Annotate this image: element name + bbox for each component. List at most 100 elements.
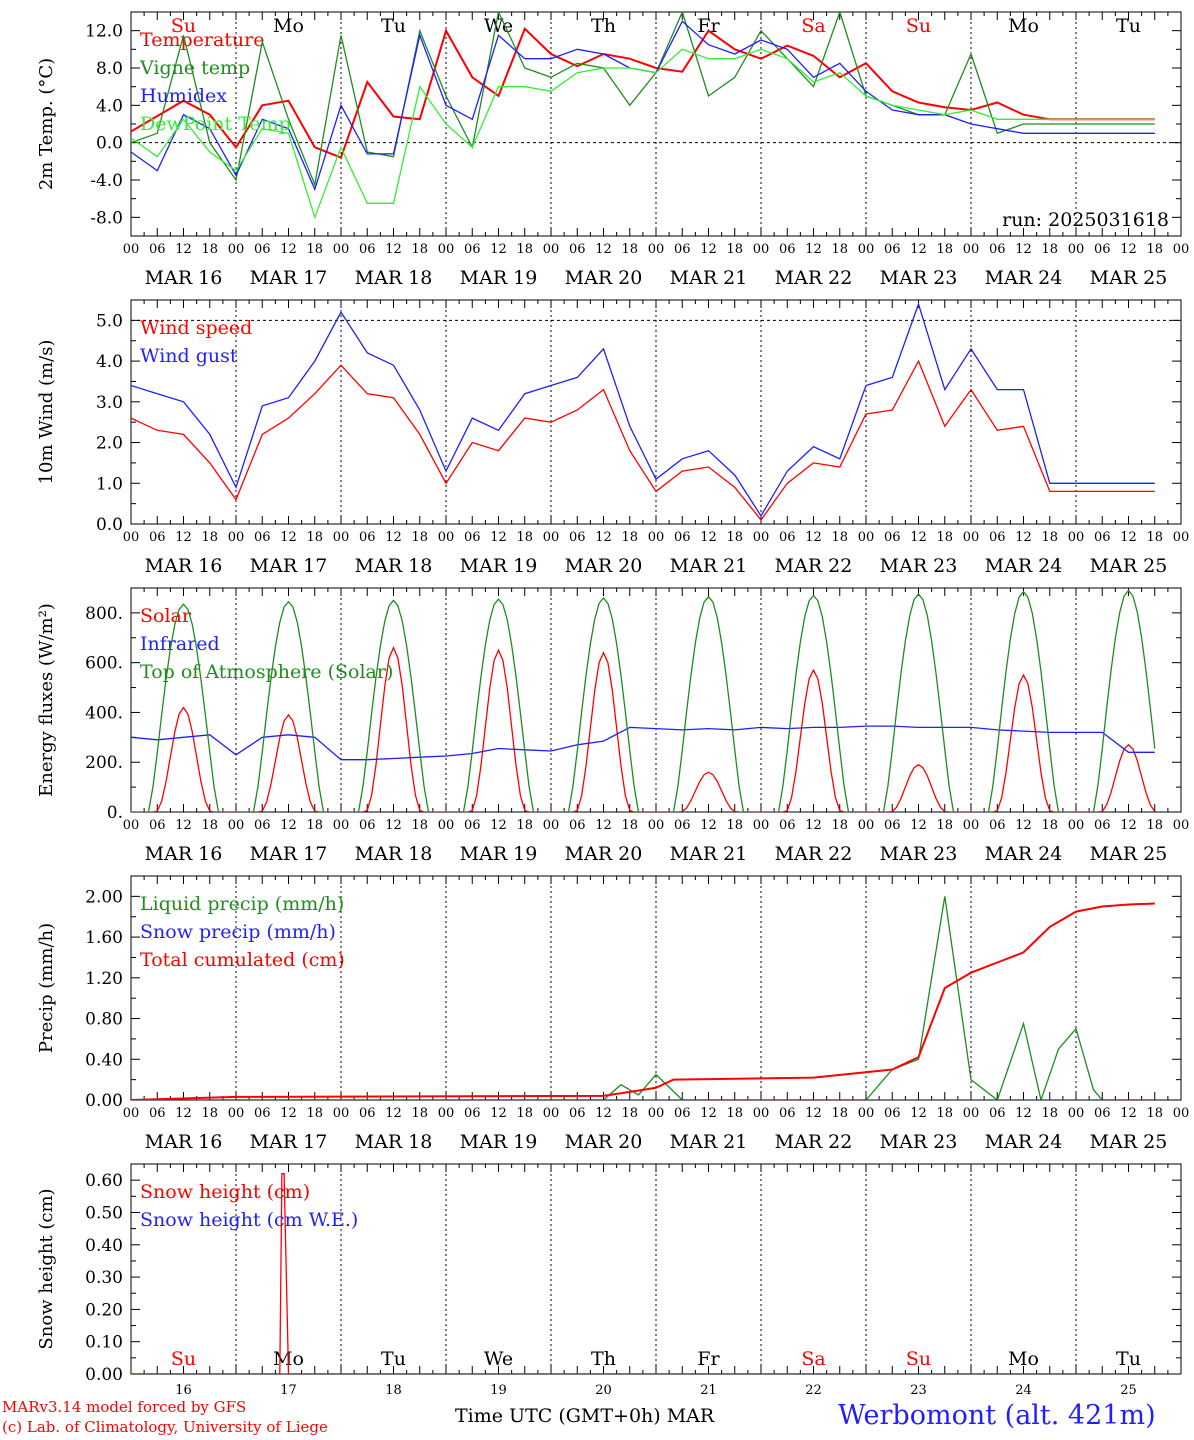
- hour-label: 18: [621, 1106, 638, 1121]
- y-tick-label: 0.0: [96, 515, 123, 535]
- hour-label: 12: [1015, 1106, 1032, 1121]
- day-name-label: Tu: [1116, 15, 1141, 37]
- y-tick-label: 200.: [85, 753, 123, 773]
- model-credit: MARv3.14 model forced by GFS: [2, 1398, 247, 1416]
- hour-label: 00: [1173, 530, 1190, 545]
- series-line-2: [131, 302, 1155, 518]
- legend-entry: Solar: [140, 605, 192, 627]
- hour-label: 06: [569, 530, 586, 545]
- hour-label: 12: [1015, 818, 1032, 833]
- date-label: MAR 19: [460, 267, 538, 289]
- date-label: MAR 17: [250, 843, 328, 865]
- hour-label: 12: [175, 242, 192, 257]
- date-label: MAR 19: [460, 555, 538, 577]
- y-tick-label: 2.0: [96, 434, 123, 454]
- hour-label: 12: [700, 530, 717, 545]
- series-line-3: [131, 902, 1155, 1100]
- legend-entry: Liquid precip (mm/h): [140, 893, 344, 915]
- lab-credit: (c) Lab. of Climatology, University of L…: [2, 1418, 328, 1436]
- hour-label: 18: [306, 242, 323, 257]
- y-tick-label: 4.0: [96, 96, 123, 116]
- day-name-label: Su: [171, 1348, 196, 1370]
- date-label: MAR 24: [985, 267, 1063, 289]
- hour-label: 18: [411, 818, 428, 833]
- hour-label: 18: [831, 818, 848, 833]
- hour-label: 12: [595, 818, 612, 833]
- hour-label: 12: [490, 818, 507, 833]
- hour-label: 06: [464, 242, 481, 257]
- day-name-label: Tu: [381, 1348, 406, 1370]
- hour-label: 18: [201, 818, 218, 833]
- hour-label: 06: [254, 1106, 271, 1121]
- hour-label: 12: [910, 818, 927, 833]
- hour-label: 18: [726, 1106, 743, 1121]
- day-name-label: Su: [906, 15, 931, 37]
- hour-label: 06: [884, 530, 901, 545]
- hour-label: 06: [1094, 1106, 1111, 1121]
- y-tick-label: 12.0: [85, 22, 123, 42]
- legend-entry: Humidex: [140, 85, 227, 107]
- chart-panel-5: 0.00 0.10 0.20 0.30 0.40 0.50 0.60 Snow height …: [36, 1163, 1182, 1398]
- hour-label: 00: [1173, 818, 1190, 833]
- legend-entry: Snow height (cm): [140, 1181, 310, 1203]
- y-tick-label: 2.00: [85, 887, 123, 907]
- y-tick-label: 0.00: [85, 1365, 123, 1385]
- hour-label: 00: [438, 1106, 455, 1121]
- hour-label: 00: [543, 1106, 560, 1121]
- hour-label: 06: [989, 1106, 1006, 1121]
- chart-panel-1: -8.0 -4.0 0.0 4.0 8.0 12.0 2m Temp. (°C) 00 06 12…: [36, 11, 1189, 289]
- hour-label: 00: [753, 242, 770, 257]
- hour-label: 06: [674, 818, 691, 833]
- hour-label: 12: [175, 530, 192, 545]
- legend-entry: Total cumulated (cm): [140, 949, 345, 971]
- y-tick-label: 0.60: [85, 1171, 123, 1191]
- y-axis-label: Precip (mm/h): [36, 923, 57, 1053]
- day-number-label: 19: [490, 1383, 507, 1398]
- hour-label: 18: [1041, 1106, 1058, 1121]
- series-line-2: [131, 12, 1155, 188]
- y-tick-label: 5.0: [96, 311, 123, 331]
- date-label: MAR 23: [880, 267, 958, 289]
- hour-label: 12: [910, 1106, 927, 1121]
- hour-label: 00: [438, 242, 455, 257]
- date-label: MAR 24: [985, 555, 1063, 577]
- day-name-label: Mo: [1008, 1348, 1039, 1370]
- hour-label: 18: [726, 242, 743, 257]
- date-label: MAR 25: [1090, 1131, 1168, 1153]
- hour-label: 12: [490, 242, 507, 257]
- hour-label: 06: [149, 818, 166, 833]
- hour-label: 06: [1094, 818, 1111, 833]
- hour-label: 06: [779, 530, 796, 545]
- hour-label: 00: [858, 1106, 875, 1121]
- hour-label: 18: [201, 530, 218, 545]
- hour-label: 12: [490, 1106, 507, 1121]
- hour-label: 00: [123, 1106, 140, 1121]
- date-label: MAR 16: [145, 555, 223, 577]
- hour-label: 06: [359, 818, 376, 833]
- hour-label: 06: [569, 1106, 586, 1121]
- date-label: MAR 19: [460, 1131, 538, 1153]
- hour-label: 00: [1068, 1106, 1085, 1121]
- hour-label: 00: [228, 530, 245, 545]
- hour-label: 00: [543, 818, 560, 833]
- hour-label: 00: [333, 242, 350, 257]
- hour-label: 00: [438, 530, 455, 545]
- y-tick-label: 800.: [85, 604, 123, 624]
- hour-label: 00: [753, 818, 770, 833]
- hour-label: 00: [228, 1106, 245, 1121]
- hour-label: 06: [464, 530, 481, 545]
- hour-label: 00: [648, 242, 665, 257]
- hour-label: 06: [254, 530, 271, 545]
- hour-label: 00: [648, 818, 665, 833]
- station-name: Werbomont (alt. 421m): [838, 1400, 1156, 1431]
- hour-label: 00: [333, 818, 350, 833]
- legend-entry: Vigne temp: [139, 57, 250, 79]
- hour-label: 12: [1120, 242, 1137, 257]
- hour-label: 06: [569, 242, 586, 257]
- day-name-label: Mo: [273, 15, 304, 37]
- hour-label: 00: [123, 530, 140, 545]
- hour-label: 00: [858, 530, 875, 545]
- hour-label: 12: [805, 530, 822, 545]
- hour-label: 00: [753, 1106, 770, 1121]
- hour-label: 18: [936, 1106, 953, 1121]
